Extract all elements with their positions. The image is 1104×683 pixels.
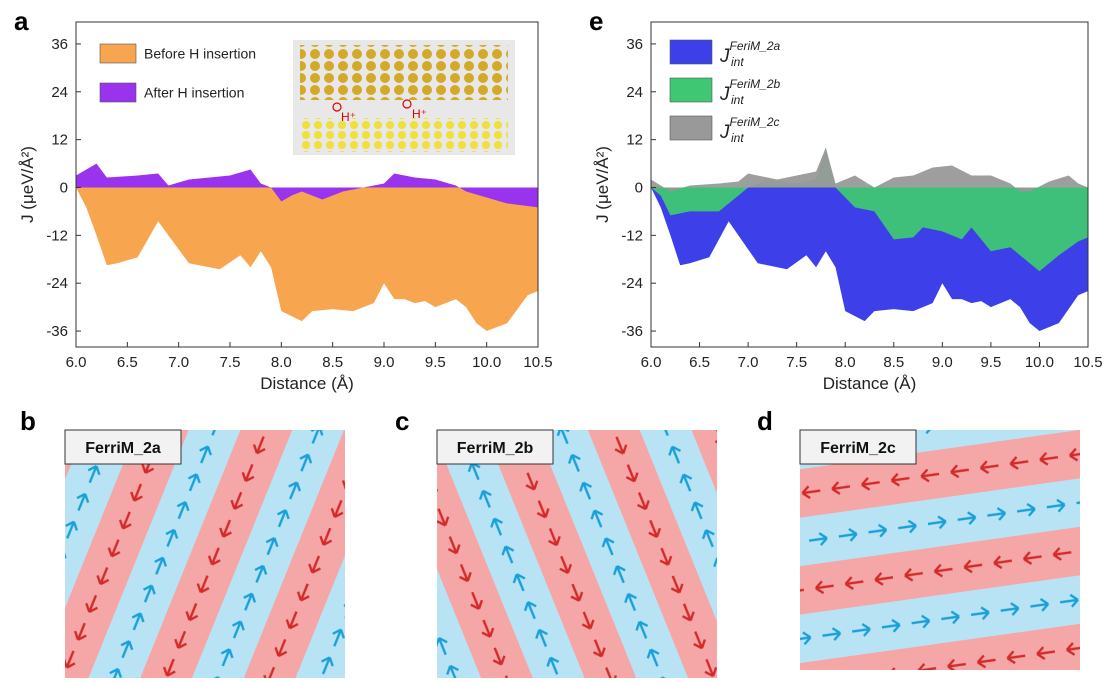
panel-letter: a bbox=[14, 6, 29, 36]
inset: H⁺ H⁺ bbox=[293, 40, 515, 155]
y-tick-label: 12 bbox=[626, 132, 643, 149]
y-tick-label: 36 bbox=[626, 36, 643, 53]
x-tick-label: 9.5 bbox=[425, 354, 446, 371]
legend-subscript: int bbox=[731, 93, 744, 107]
area bbox=[76, 187, 538, 331]
y-tick-label: -12 bbox=[621, 227, 643, 244]
inset-label: H⁺ bbox=[412, 107, 427, 121]
x-tick-label: 9.5 bbox=[980, 354, 1001, 371]
x-tick-label: 7.5 bbox=[220, 354, 241, 371]
x-tick-label: 10.0 bbox=[1025, 354, 1054, 371]
panel-letter: e bbox=[589, 6, 603, 36]
x-tick-label: 8.5 bbox=[322, 354, 343, 371]
y-tick-label: 24 bbox=[51, 84, 68, 101]
y-tick-label: 0 bbox=[60, 179, 68, 196]
legend-superscript: FeriM_2a bbox=[730, 39, 781, 53]
y-tick-label: 36 bbox=[51, 36, 68, 53]
legend-subscript: int bbox=[731, 131, 744, 145]
spin-pattern bbox=[800, 430, 1080, 670]
x-axis-label: Distance (Å) bbox=[823, 374, 917, 393]
legend-swatch bbox=[100, 83, 136, 102]
spin-pattern bbox=[65, 430, 345, 678]
legend-symbol: J bbox=[719, 84, 730, 105]
y-tick-label: -24 bbox=[46, 275, 68, 292]
x-tick-label: 6.5 bbox=[689, 354, 710, 371]
x-tick-label: 8.5 bbox=[883, 354, 904, 371]
legend-symbol: J bbox=[719, 46, 730, 67]
panel-letter: c bbox=[395, 406, 409, 436]
y-tick-label: 12 bbox=[51, 132, 68, 149]
legend-swatch bbox=[670, 78, 712, 102]
y-axis-label: J (μeV/Å²) bbox=[18, 146, 37, 223]
inset-label: H⁺ bbox=[341, 110, 356, 124]
y-tick-label: 0 bbox=[635, 179, 643, 196]
y-tick-label: -36 bbox=[621, 323, 643, 340]
y-tick-label: -36 bbox=[46, 323, 68, 340]
x-tick-label: 10.5 bbox=[1073, 354, 1102, 371]
x-tick-label: 7.0 bbox=[168, 354, 189, 371]
x-tick-label: 7.0 bbox=[738, 354, 759, 371]
y-tick-label: -12 bbox=[46, 227, 68, 244]
panel-label: FerriM_2a bbox=[85, 440, 161, 457]
legend-swatch bbox=[100, 44, 136, 63]
page: {"chart_data": [ {"type": "area", "panel… bbox=[0, 0, 1104, 678]
x-tick-label: 6.5 bbox=[117, 354, 138, 371]
legend-entry: After H insertion bbox=[144, 85, 244, 101]
figure: H⁺ H⁺ -36 -24 -12 0 12 24 36 6.0 6.5 7.0 7.5 8.0 8.5… bbox=[0, 0, 1104, 678]
legend-superscript: FeriM_2b bbox=[730, 77, 781, 91]
x-axis-label: Distance (Å) bbox=[260, 374, 354, 393]
panel-label: FerriM_2c bbox=[820, 440, 896, 457]
x-tick-label: 6.0 bbox=[641, 354, 662, 371]
spin-pattern bbox=[437, 430, 717, 678]
legend-subscript: int bbox=[731, 55, 744, 69]
x-tick-label: 10.0 bbox=[472, 354, 501, 371]
panel-label: FerriM_2b bbox=[457, 440, 534, 457]
x-tick-label: 8.0 bbox=[835, 354, 856, 371]
y-tick-label: -24 bbox=[621, 275, 643, 292]
x-tick-label: 7.5 bbox=[786, 354, 807, 371]
legend-superscript: FeriM_2c bbox=[730, 115, 780, 129]
panel-letter: d bbox=[757, 406, 773, 436]
x-tick-label: 8.0 bbox=[271, 354, 292, 371]
x-tick-label: 6.0 bbox=[66, 354, 87, 371]
x-tick-label: 10.5 bbox=[523, 354, 552, 371]
legend-swatch bbox=[670, 40, 712, 64]
x-tick-label: 9.0 bbox=[932, 354, 953, 371]
legend-swatch bbox=[670, 116, 712, 140]
y-axis-label: J (μeV/Å²) bbox=[593, 146, 612, 223]
y-tick-label: 24 bbox=[626, 84, 643, 101]
x-tick-label: 9.0 bbox=[374, 354, 395, 371]
legend-symbol: J bbox=[719, 122, 730, 143]
panel-letter: b bbox=[20, 406, 36, 436]
area bbox=[651, 148, 1088, 192]
legend-entry: Before H insertion bbox=[144, 46, 256, 62]
